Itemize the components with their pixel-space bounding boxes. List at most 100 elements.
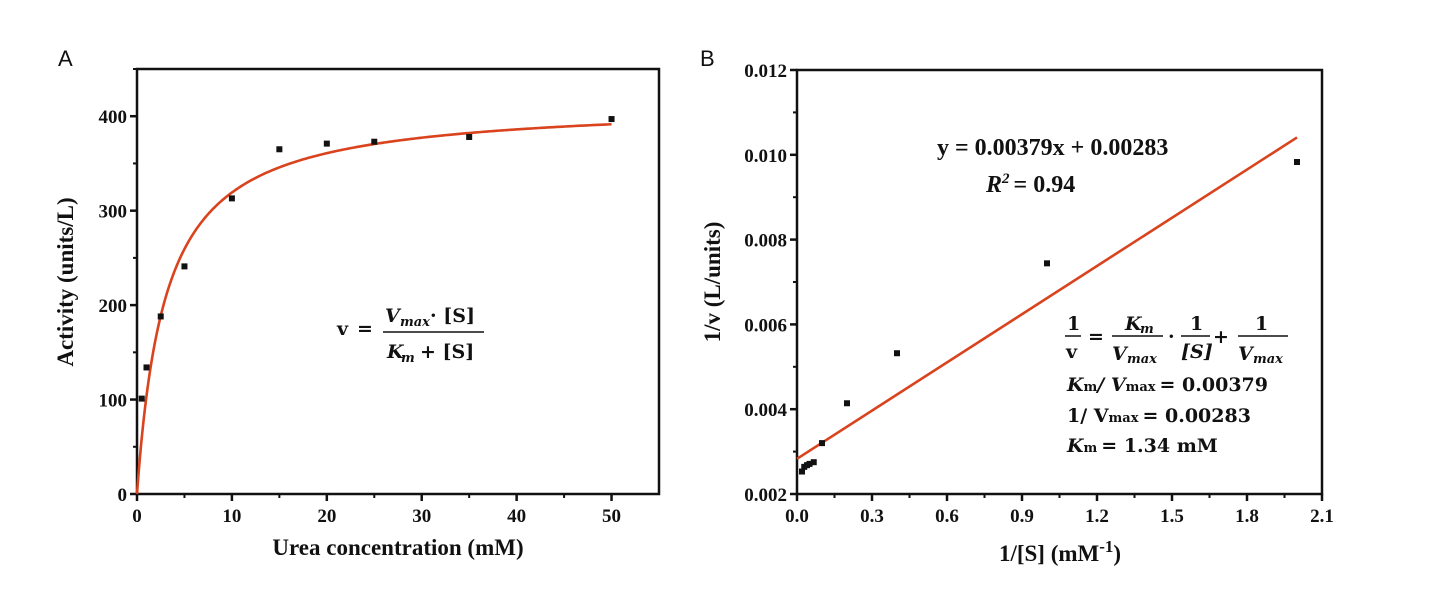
lb-eq: =: [1088, 326, 1104, 348]
lb-s: [S]: [1181, 341, 1213, 363]
lb-dot: ·: [1168, 326, 1175, 348]
data-point: [228, 195, 235, 202]
fit-line-b: [796, 136, 1298, 460]
data-point: [143, 364, 150, 371]
ticks-b: 0.0 0.3 0.6 0.9 1.2 1.5 1.8 2.1 0.002 0.004 0.006 0…: [744, 61, 1334, 527]
km-m-1: m: [1084, 380, 1098, 395]
michaelis-menten-equation: v = V max · [S] K m + [S]: [336, 305, 484, 366]
y-tick-label: 0: [118, 485, 128, 506]
r-squared: R2 = 0.94: [985, 171, 1075, 198]
data-point: [819, 440, 825, 447]
r-squared-label: R: [985, 172, 1002, 198]
km-over-vmax-value: = 0.00379: [1160, 374, 1268, 396]
lb-v-max: V: [1112, 343, 1129, 365]
x-tick-label: 1.2: [1085, 506, 1109, 527]
km-over-vmax: Km/ Vmax = 0.00379: [1066, 374, 1268, 396]
x-tick-label: 20: [317, 506, 336, 527]
data-points-a: [138, 116, 615, 402]
x-tick-label: 30: [412, 506, 431, 527]
eq-den-sub: m: [401, 351, 415, 366]
y-axis-title-b: 1/v (L/units): [700, 222, 725, 343]
km-value-text: = 1.34 mM: [1101, 435, 1218, 457]
fit-curve-a: [135, 122, 612, 495]
data-point: [466, 134, 473, 140]
data-point: [894, 350, 900, 357]
x-axis-title-b: 1/[S] (mM-1): [999, 537, 1121, 566]
one-over-v: 1/ V: [1067, 405, 1110, 427]
eq-num-sub: max: [400, 315, 430, 330]
x-tick-label: 1.8: [1235, 506, 1259, 527]
x-tick-label: 0.9: [1010, 506, 1034, 527]
data-point: [371, 138, 378, 145]
y-tick-label: 0.010: [744, 146, 787, 167]
r-squared-sup: 2: [1001, 171, 1010, 187]
plot-frame-b: [795, 68, 1324, 496]
data-point: [1044, 260, 1050, 267]
x-tick-label: 10: [222, 506, 241, 527]
y-tick-label: 0.006: [744, 315, 787, 336]
plot-frame-a: [135, 67, 661, 496]
x-tick-label: 40: [507, 506, 526, 527]
x-tick-label: 1.5: [1160, 506, 1184, 527]
eq-den-rest: + [S]: [420, 341, 474, 363]
data-point: [181, 263, 188, 270]
y-tick-label: 0.012: [744, 61, 787, 82]
data-point: [844, 400, 850, 407]
data-point: [608, 116, 615, 123]
lb-k: K: [1124, 313, 1143, 335]
panel-b: B 0.0 0.3 0.6 0.9 1.2 1.5 1.8 2.1 0.002 0.004 0.00…: [700, 46, 1334, 566]
ticks-a: 0 10 20 30 40 50 0 100 200 300 400: [99, 68, 621, 527]
km-m-2: m: [1084, 441, 1098, 456]
fit-equation: y = 0.00379x + 0.00283: [937, 135, 1168, 161]
fit-line: [135, 122, 612, 495]
lb-one-2: 1: [1190, 313, 1203, 335]
eq-num-var: V: [385, 305, 402, 327]
x-tick-label: 0.3: [860, 506, 884, 527]
lb-max: max: [1127, 352, 1157, 367]
data-points-b: [799, 159, 1300, 475]
y-tick-label: 0.008: [744, 231, 787, 252]
km-k-2: K: [1066, 435, 1085, 457]
panel-label-a: A: [58, 46, 73, 71]
km-over-v: / V: [1095, 374, 1128, 396]
lineweaver-burk-equation: 1 v = K m V max · 1 [S] + 1 V max: [1065, 313, 1288, 367]
lb-v: v: [1065, 341, 1078, 363]
fit-line: [796, 136, 1298, 460]
data-point: [276, 146, 283, 153]
data-point: [799, 468, 805, 475]
eq-sign: =: [357, 318, 373, 340]
data-point: [157, 313, 164, 320]
lb-m: m: [1140, 322, 1154, 337]
y-tick-label: 400: [99, 107, 128, 128]
x-tick-label: 50: [602, 506, 621, 527]
x-tick-label: 0.0: [785, 506, 809, 527]
panel-label-b: B: [700, 46, 715, 71]
data-point: [810, 459, 817, 466]
y-tick-label: 300: [99, 202, 128, 223]
x-tick-label: 0.6: [935, 506, 959, 527]
y-tick-label: 0.004: [744, 400, 787, 421]
data-point: [323, 140, 330, 147]
one-over-v-sub: max: [1109, 411, 1139, 426]
lb-one-3: 1: [1255, 313, 1268, 335]
lb-one-1: 1: [1067, 313, 1080, 335]
x-axis-title-a: Urea concentration (mM): [272, 535, 523, 560]
km-over-v-sub: max: [1126, 380, 1156, 395]
one-over-vmax-value: = 0.00283: [1142, 405, 1250, 427]
lb-plus: +: [1213, 326, 1229, 348]
km-k-1: K: [1066, 374, 1085, 396]
data-point: [806, 460, 813, 467]
x-axis-title-b-sup: -1: [1099, 537, 1113, 556]
x-axis-title-b-end: ): [1113, 541, 1121, 566]
eq-num-rest: · [S]: [430, 305, 475, 327]
x-tick-label: 0: [132, 506, 142, 527]
lb-max-2: max: [1253, 352, 1283, 367]
eq-den-var: K: [386, 341, 405, 363]
y-tick-label: 200: [99, 296, 128, 317]
panel-a: A 0 10 20 30 40 50 0 100 200 300 400 Urea concentr…: [53, 46, 661, 560]
y-tick-label: 0.002: [744, 485, 787, 506]
x-axis-title-b-main: 1/[S] (mM: [999, 541, 1100, 566]
one-over-vmax: 1/ Vmax = 0.00283: [1067, 405, 1251, 427]
y-tick-label: 100: [99, 391, 128, 412]
